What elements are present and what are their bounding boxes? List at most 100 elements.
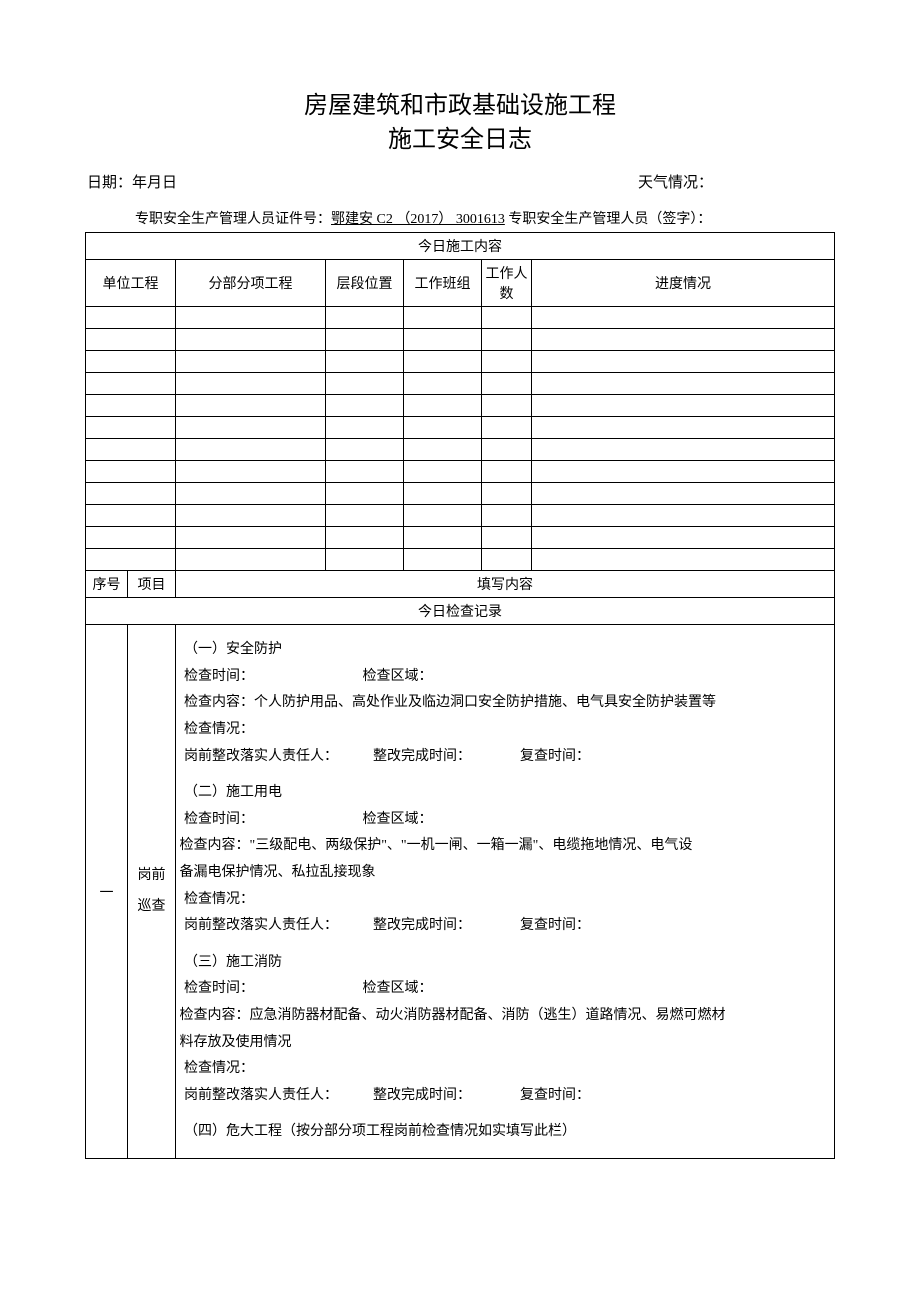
cell — [86, 395, 176, 417]
table-row — [86, 373, 835, 395]
table-row — [86, 417, 835, 439]
cell — [482, 395, 532, 417]
cell — [482, 307, 532, 329]
cell — [404, 483, 482, 505]
cell — [532, 395, 835, 417]
cell — [326, 351, 404, 373]
col-sub-project: 分部分项工程 — [176, 260, 326, 307]
header-row: 日期：年月日 天气情况： — [85, 171, 835, 192]
cell — [326, 373, 404, 395]
cell — [86, 549, 176, 571]
row1-proj-l1: 岗前 — [138, 868, 166, 883]
cell — [482, 461, 532, 483]
cell — [326, 549, 404, 571]
cell — [326, 505, 404, 527]
cell — [326, 527, 404, 549]
cell — [86, 461, 176, 483]
cell — [532, 505, 835, 527]
cell — [532, 439, 835, 461]
col-proj: 项目 — [128, 571, 176, 598]
col-progress: 进度情况 — [532, 260, 835, 307]
b3-line4: 岗前整改落实人责任人： 整改完成时间： 复查时间： — [184, 1083, 830, 1110]
cell — [86, 329, 176, 351]
b2-line2b: 备漏电保护情况、私拉乱接现象 — [184, 860, 830, 887]
table-row — [86, 505, 835, 527]
row1-seq: 一 — [86, 625, 128, 1159]
cell — [176, 373, 326, 395]
cell — [86, 483, 176, 505]
cell — [404, 329, 482, 351]
col-unit-project: 单位工程 — [86, 260, 176, 307]
table-row — [86, 549, 835, 571]
col-fill-content: 填写内容 — [176, 571, 835, 598]
weather-label: 天气情况： — [638, 171, 833, 192]
row1-content: （一）安全防护 检查时间： 检查区域： 检查内容：个人防护用品、高处作业及临边洞… — [176, 625, 835, 1159]
b2-line1: 检查时间： 检查区域： — [184, 807, 830, 834]
table-row — [86, 307, 835, 329]
row1-proj: 岗前 巡查 — [128, 625, 176, 1159]
main-table: 今日施工内容 单位工程 分部分项工程 层段位置 工作班组 工作人数 进度情况 序… — [85, 232, 835, 1159]
b2-line3: 检查情况： — [184, 887, 830, 914]
b1-line3: 检查情况： — [184, 717, 830, 744]
cell — [532, 307, 835, 329]
table-row — [86, 395, 835, 417]
cell — [404, 439, 482, 461]
cell — [176, 461, 326, 483]
col-floor-position: 层段位置 — [326, 260, 404, 307]
b3-line2b: 料存放及使用情况 — [184, 1030, 830, 1057]
cell — [86, 505, 176, 527]
b1-line1: 检查时间： 检查区域： — [184, 664, 830, 691]
b2-line4: 岗前整改落实人责任人： 整改完成时间： 复查时间： — [184, 913, 830, 940]
cell — [482, 527, 532, 549]
cell — [404, 373, 482, 395]
cell — [326, 461, 404, 483]
cell — [176, 483, 326, 505]
b3-line1: 检查时间： 检查区域： — [184, 976, 830, 1003]
table-row — [86, 483, 835, 505]
cell — [86, 307, 176, 329]
cell — [176, 329, 326, 351]
cell — [532, 527, 835, 549]
cell — [482, 373, 532, 395]
cell — [482, 549, 532, 571]
cell — [326, 395, 404, 417]
cell — [482, 439, 532, 461]
cell — [532, 417, 835, 439]
cell — [326, 439, 404, 461]
cell — [482, 483, 532, 505]
date-label: 日期：年月日 — [87, 171, 177, 192]
b4-title: （四）危大工程（按分部分项工程岗前检查情况如实填写此栏） — [184, 1119, 830, 1146]
cell — [404, 549, 482, 571]
cell — [532, 373, 835, 395]
cell — [404, 461, 482, 483]
col-work-team: 工作班组 — [404, 260, 482, 307]
cert-number: 鄂建安 C2 （2017） 3001613 — [331, 212, 505, 227]
b1-title: （一）安全防护 — [184, 637, 830, 664]
cell — [482, 329, 532, 351]
col-seq: 序号 — [86, 571, 128, 598]
cell — [404, 417, 482, 439]
cell — [404, 395, 482, 417]
section1-title: 今日施工内容 — [86, 233, 835, 260]
title-line-1: 房屋建筑和市政基础设施工程 — [85, 90, 835, 124]
cell — [86, 351, 176, 373]
cell — [532, 351, 835, 373]
cell — [326, 483, 404, 505]
cert-prefix: 专职安全生产管理人员证件号： — [135, 212, 331, 227]
cell — [404, 351, 482, 373]
section2-title: 今日检查记录 — [86, 598, 835, 625]
cell — [482, 351, 532, 373]
cell — [176, 505, 326, 527]
b3-line2a: 检查内容：应急消防器材配备、动火消防器材配备、消防（逃生）道路情况、易燃可燃材 — [184, 1003, 830, 1030]
b2-line2a: 检查内容："三级配电、两级保护"、"一机一闸、一箱一漏"、电缆拖地情况、电气设 — [184, 833, 830, 860]
cell — [176, 417, 326, 439]
cert-row: 专职安全生产管理人员证件号：鄂建安 C2 （2017） 3001613 专职安全… — [85, 208, 835, 228]
title-line-2: 施工安全日志 — [85, 124, 835, 158]
cell — [532, 329, 835, 351]
cell — [482, 505, 532, 527]
cell — [86, 373, 176, 395]
table-row — [86, 461, 835, 483]
cell — [176, 307, 326, 329]
cell — [176, 527, 326, 549]
b3-title: （三）施工消防 — [184, 950, 830, 977]
